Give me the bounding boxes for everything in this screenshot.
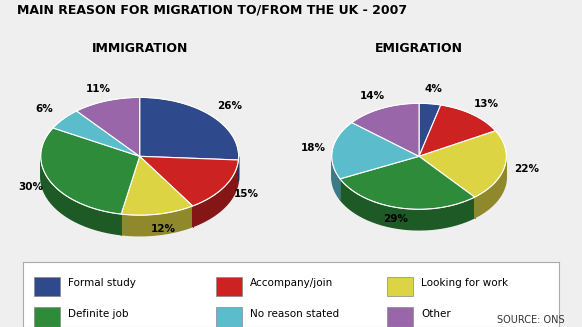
FancyBboxPatch shape (388, 307, 413, 327)
Text: EMIGRATION: EMIGRATION (375, 42, 463, 55)
Polygon shape (193, 160, 239, 227)
Polygon shape (140, 156, 239, 206)
Polygon shape (77, 97, 140, 156)
Polygon shape (121, 156, 193, 215)
Polygon shape (140, 97, 239, 160)
Polygon shape (53, 111, 140, 156)
Text: Definite job: Definite job (68, 309, 128, 319)
Polygon shape (41, 157, 121, 235)
FancyBboxPatch shape (34, 307, 60, 327)
Text: No reason stated: No reason stated (250, 309, 339, 319)
Polygon shape (419, 103, 441, 156)
Ellipse shape (332, 124, 506, 230)
Text: 13%: 13% (473, 99, 498, 109)
Polygon shape (352, 103, 419, 156)
Text: 22%: 22% (514, 164, 539, 174)
Text: Accompany/join: Accompany/join (250, 278, 333, 288)
Text: 11%: 11% (86, 84, 111, 94)
Polygon shape (419, 105, 495, 156)
Polygon shape (340, 156, 475, 209)
Text: Other: Other (421, 309, 451, 319)
Text: 4%: 4% (424, 84, 442, 94)
Text: IMMIGRATION: IMMIGRATION (91, 42, 188, 55)
Text: 26%: 26% (217, 101, 242, 111)
Text: Formal study: Formal study (68, 278, 136, 288)
FancyBboxPatch shape (216, 277, 242, 296)
Text: MAIN REASON FOR MIGRATION TO/FROM THE UK - 2007: MAIN REASON FOR MIGRATION TO/FROM THE UK… (17, 3, 407, 16)
Polygon shape (332, 157, 340, 199)
Text: Looking for work: Looking for work (421, 278, 508, 288)
FancyBboxPatch shape (34, 277, 60, 296)
Text: 12%: 12% (150, 224, 175, 233)
Polygon shape (41, 128, 140, 214)
Polygon shape (340, 179, 475, 230)
Polygon shape (419, 131, 506, 197)
FancyBboxPatch shape (388, 277, 413, 296)
Text: 14%: 14% (360, 91, 385, 101)
Ellipse shape (41, 118, 239, 236)
Text: 29%: 29% (384, 215, 408, 224)
Text: 15%: 15% (233, 189, 258, 199)
Text: 18%: 18% (301, 143, 326, 153)
FancyBboxPatch shape (216, 307, 242, 327)
Text: 6%: 6% (36, 104, 54, 114)
Polygon shape (121, 206, 193, 236)
Text: SOURCE: ONS: SOURCE: ONS (497, 315, 565, 325)
Polygon shape (332, 123, 419, 179)
Text: 30%: 30% (18, 182, 43, 192)
Polygon shape (475, 158, 506, 218)
